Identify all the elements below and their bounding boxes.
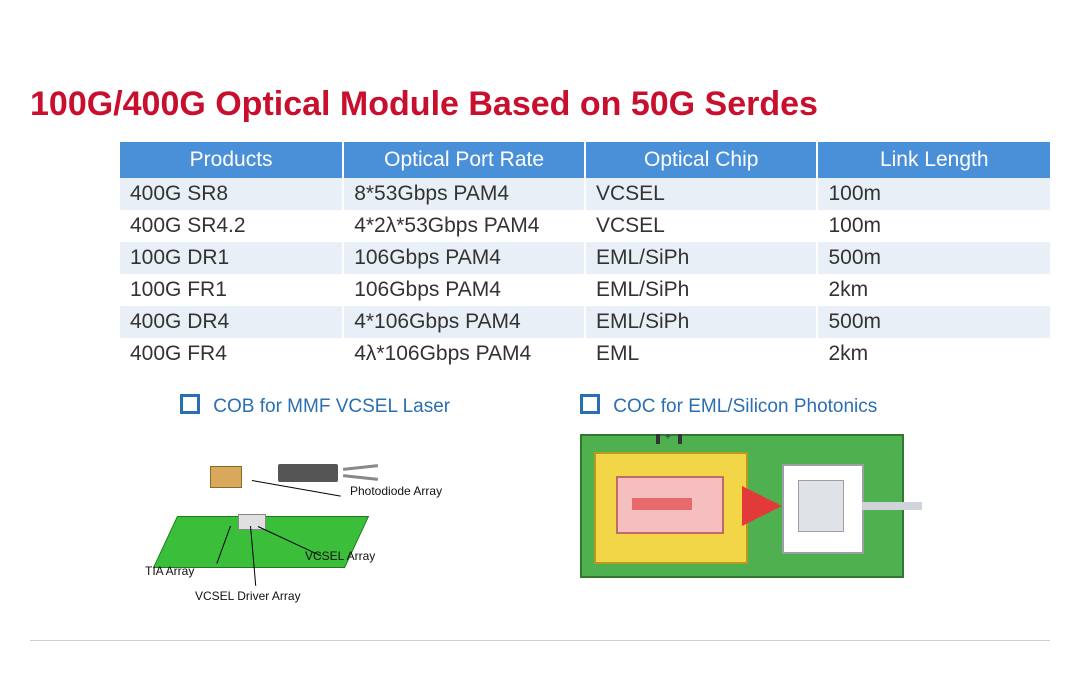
caption-coc-label: COC for EML/Silicon Photonics bbox=[613, 396, 877, 417]
cell: 100m bbox=[817, 178, 1050, 210]
cell: 500m bbox=[817, 242, 1050, 274]
label-vcsel-array: VCSEL Array bbox=[305, 549, 375, 563]
cell: 100m bbox=[817, 210, 1050, 242]
caption-coc: COC for EML/Silicon Photonics bbox=[580, 394, 877, 418]
col-chip: Optical Chip bbox=[585, 142, 818, 178]
caption-cob-label: COB for MMF VCSEL Laser bbox=[213, 396, 450, 417]
cell: 400G FR4 bbox=[120, 338, 343, 370]
cell: 2km bbox=[817, 274, 1050, 306]
table-row: 100G DR1 106Gbps PAM4 EML/SiPh 500m bbox=[120, 242, 1050, 274]
label-tia: TIA Array bbox=[145, 564, 194, 578]
plus-mark: + bbox=[665, 432, 671, 443]
cell: 100G DR1 bbox=[120, 242, 343, 274]
table-header-row: Products Optical Port Rate Optical Chip … bbox=[120, 142, 1050, 178]
footer-divider bbox=[30, 640, 1050, 641]
table-row: 400G SR8 8*53Gbps PAM4 VCSEL 100m bbox=[120, 178, 1050, 210]
gold-chip bbox=[210, 466, 242, 488]
cell: 2km bbox=[817, 338, 1050, 370]
cell: EML bbox=[585, 338, 818, 370]
cob-diagram: Photodiode Array TIA Array VCSEL Driver … bbox=[150, 426, 480, 601]
table-row: 400G DR4 4*106Gbps PAM4 EML/SiPh 500m bbox=[120, 306, 1050, 338]
cell: 400G DR4 bbox=[120, 306, 343, 338]
caption-cob: COB for MMF VCSEL Laser bbox=[180, 394, 450, 418]
col-rate: Optical Port Rate bbox=[343, 142, 585, 178]
bullet-icon bbox=[580, 394, 600, 414]
table-row: 400G SR4.2 4*2λ*53Gbps PAM4 VCSEL 100m bbox=[120, 210, 1050, 242]
table-row: 400G FR4 4λ*106Gbps PAM4 EML 2km bbox=[120, 338, 1050, 370]
label-vcsel-driver: VCSEL Driver Array bbox=[195, 589, 301, 603]
table-row: 100G FR1 106Gbps PAM4 EML/SiPh 2km bbox=[120, 274, 1050, 306]
leader-line bbox=[252, 480, 341, 497]
cell: 400G SR4.2 bbox=[120, 210, 343, 242]
cell: VCSEL bbox=[585, 210, 818, 242]
gray-inner bbox=[798, 480, 844, 532]
cell: 4λ*106Gbps PAM4 bbox=[343, 338, 585, 370]
red-triangle bbox=[742, 486, 782, 526]
coc-diagram: + bbox=[580, 434, 904, 578]
cell: 8*53Gbps PAM4 bbox=[343, 178, 585, 210]
module-table: Products Optical Port Rate Optical Chip … bbox=[120, 142, 1050, 370]
cell: 4*2λ*53Gbps PAM4 bbox=[343, 210, 585, 242]
red-slot bbox=[632, 498, 692, 510]
cell: 500m bbox=[817, 306, 1050, 338]
label-photodiode: Photodiode Array bbox=[350, 484, 442, 498]
cell: 100G FR1 bbox=[120, 274, 343, 306]
connector bbox=[278, 464, 338, 482]
cell: 106Gbps PAM4 bbox=[343, 242, 585, 274]
page-title: 100G/400G Optical Module Based on 50G Se… bbox=[0, 0, 1080, 124]
cell: 106Gbps PAM4 bbox=[343, 274, 585, 306]
cell: 400G SR8 bbox=[120, 178, 343, 210]
diagram-area: COB for MMF VCSEL Laser COC for EML/Sili… bbox=[0, 394, 1080, 614]
cell: EML/SiPh bbox=[585, 274, 818, 306]
col-products: Products bbox=[120, 142, 343, 178]
cell: EML/SiPh bbox=[585, 242, 818, 274]
cell: 4*106Gbps PAM4 bbox=[343, 306, 585, 338]
cell: VCSEL bbox=[585, 178, 818, 210]
col-length: Link Length bbox=[817, 142, 1050, 178]
bullet-icon bbox=[180, 394, 200, 414]
stub-line bbox=[862, 502, 922, 510]
cell: EML/SiPh bbox=[585, 306, 818, 338]
